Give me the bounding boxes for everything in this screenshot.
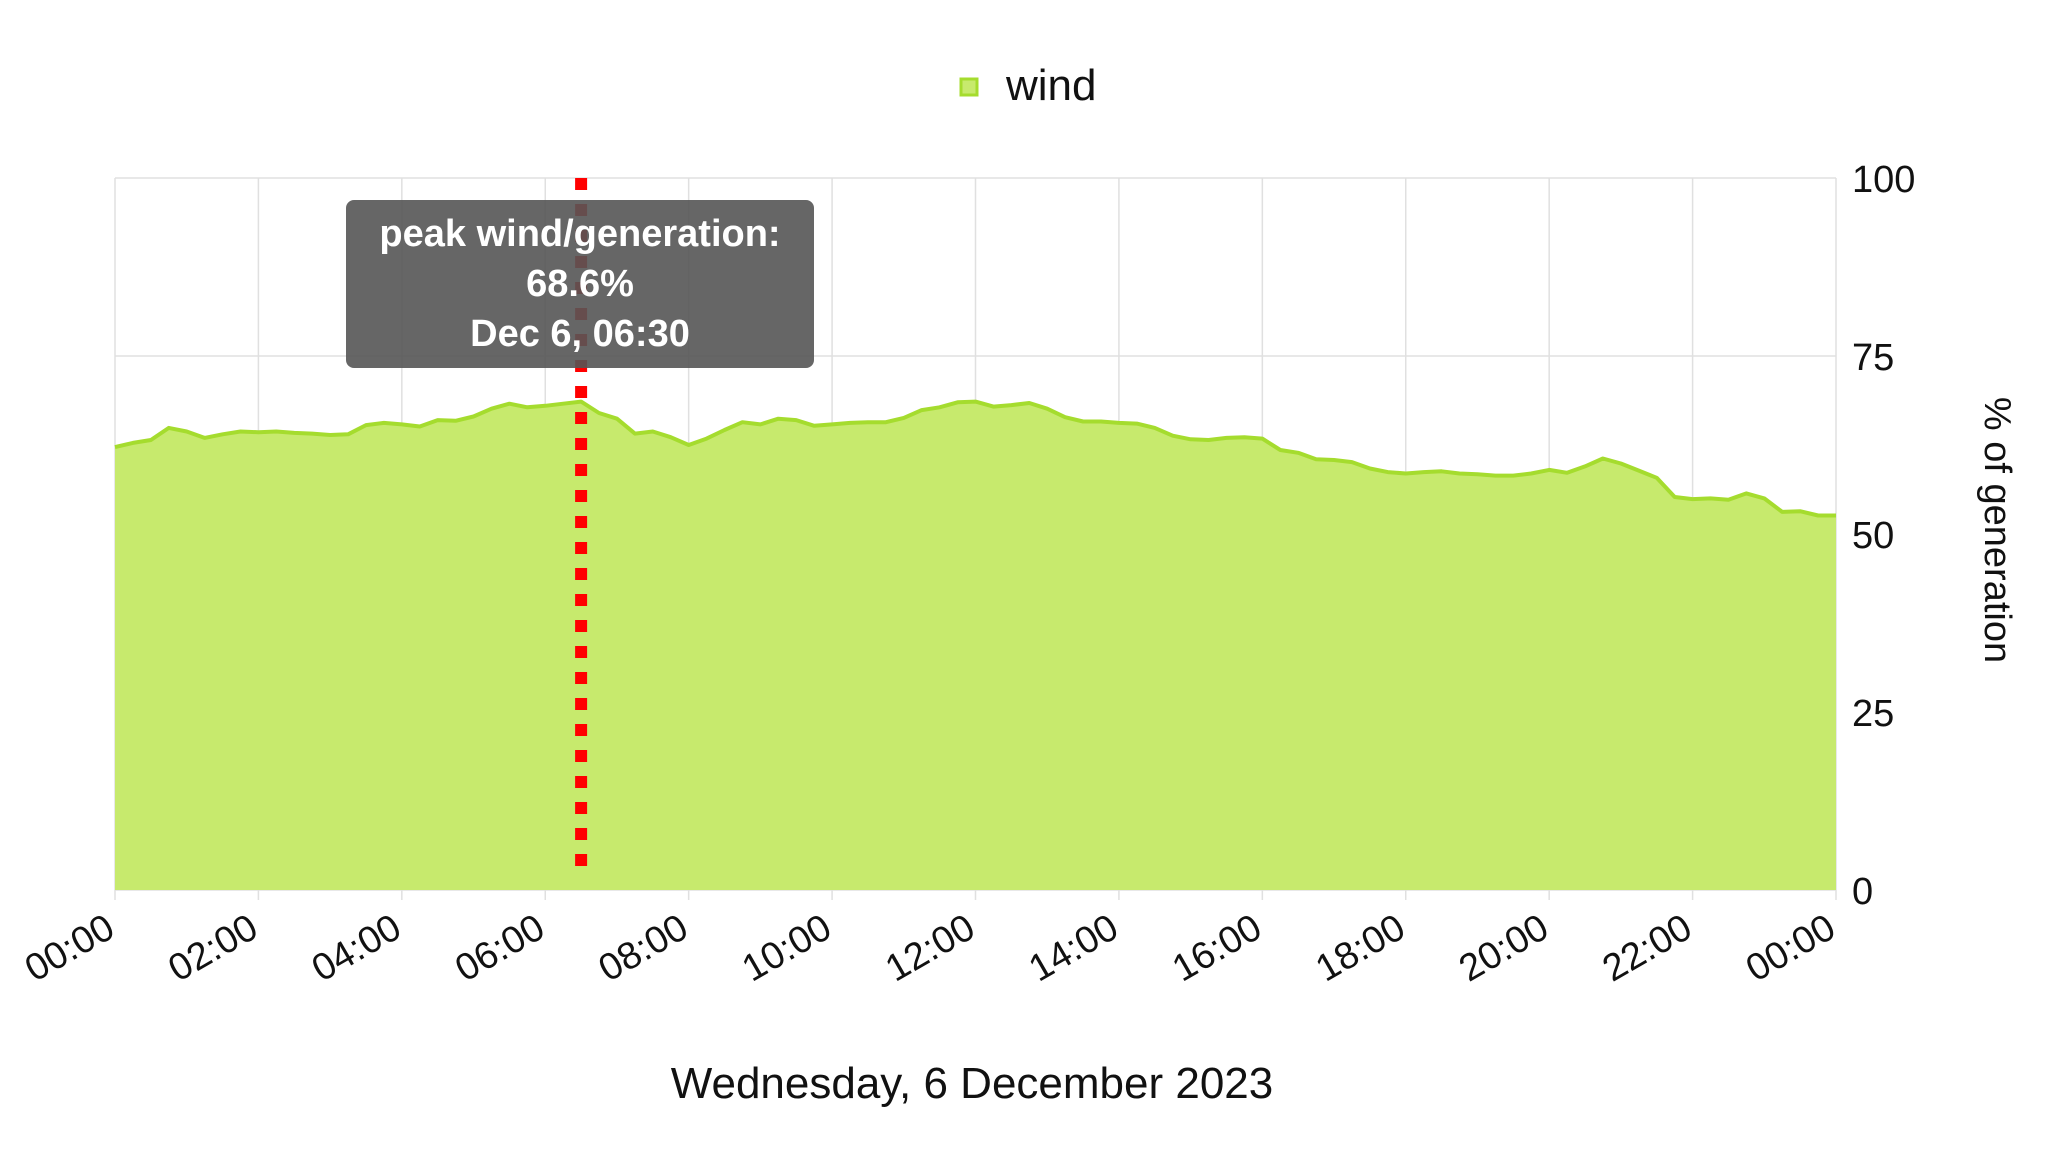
area-layer <box>114 399 1836 890</box>
x-tick-label: 00:00 <box>1739 906 1842 990</box>
y-tick-label: 25 <box>1852 693 1894 735</box>
wind-line <box>114 399 1836 518</box>
y-axis-title: % of generation <box>1976 397 2018 663</box>
x-axis-ticks: 00:00 02:00 04:00 06:00 08:00 10:00 12:00 14:00… <box>18 906 1842 990</box>
x-tick-label: 18:00 <box>1309 906 1412 990</box>
x-tick-label: 12:00 <box>879 906 982 990</box>
x-axis-title: Wednesday, 6 December 2023 <box>671 1059 1274 1108</box>
y-tick-label: 50 <box>1852 515 1894 557</box>
y-tick-label: 75 <box>1852 337 1894 379</box>
tooltip-time: Dec 6, 06:30 <box>470 313 690 355</box>
x-tick-label: 20:00 <box>1452 906 1555 990</box>
legend-label-wind: wind <box>1005 61 1097 110</box>
wind-area <box>115 401 1836 890</box>
y-tick-label: 0 <box>1852 871 1873 913</box>
x-tick-label: 10:00 <box>735 906 838 990</box>
x-tick-label: 08:00 <box>592 906 695 990</box>
x-tick-label: 04:00 <box>305 906 408 990</box>
x-tick-label: 06:00 <box>448 906 551 990</box>
x-tick-label: 02:00 <box>162 906 265 990</box>
x-tick-label: 14:00 <box>1022 906 1125 990</box>
x-tick-label: 22:00 <box>1596 906 1699 990</box>
legend[interactable]: wind <box>959 61 1097 110</box>
tooltip-value: 68.6% <box>526 263 634 305</box>
x-tick-label: 00:00 <box>18 906 121 990</box>
y-tick-label: 100 <box>1852 159 1915 201</box>
legend-marker-wind <box>959 77 979 97</box>
tooltip-heading: peak wind/generation: <box>379 213 781 255</box>
y-axis-ticks: 0 25 50 75 100 <box>1852 159 1915 913</box>
peak-tooltip: peak wind/generation: 68.6% Dec 6, 06:30 <box>346 200 814 368</box>
x-tick-label: 16:00 <box>1165 906 1268 990</box>
